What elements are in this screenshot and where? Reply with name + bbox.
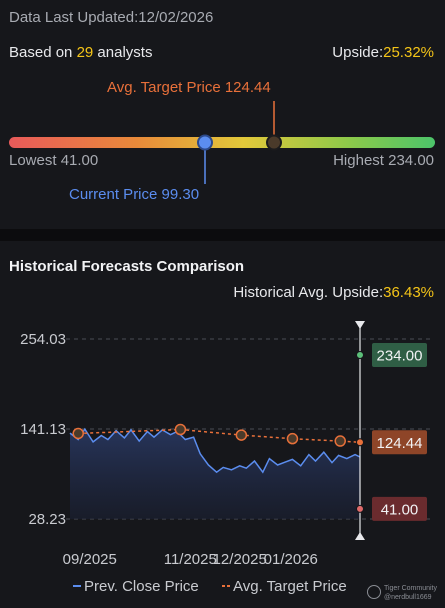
- avg-target-marker: [266, 134, 282, 151]
- highest-label: Highest 234.00: [333, 152, 434, 169]
- high-end-marker: [356, 350, 364, 359]
- tiger-logo-icon: [366, 585, 381, 599]
- section-divider: [0, 229, 445, 241]
- low-end-marker: [356, 504, 364, 513]
- historical-upside-value: 36.43%: [383, 284, 434, 301]
- last-updated-value: 12/02/2026: [138, 9, 214, 26]
- x-tick-label: 01/2026: [264, 551, 318, 568]
- upside-label: Upside:: [332, 44, 384, 61]
- last-updated-label: Data Last Updated:: [9, 9, 139, 26]
- low-end-label: 41.00: [381, 501, 419, 518]
- historical-title: Historical Forecasts Comparison: [9, 258, 245, 275]
- high-end-label: 234.00: [377, 347, 423, 364]
- price-area: [70, 429, 360, 519]
- based-on-prefix: Based on: [9, 44, 73, 61]
- historical-upside-line: Historical Avg. Upside:36.43%: [233, 284, 434, 301]
- avg-target-label: Avg. Target Price 124.44: [107, 79, 271, 96]
- gradient-track: [9, 137, 435, 148]
- avg-end-marker: [356, 438, 364, 447]
- avg-end-label: 124.44: [377, 435, 423, 452]
- y-tick-label: 254.03: [20, 331, 66, 348]
- y-tick-label: 141.13: [20, 421, 66, 438]
- analyst-count-line: Based on 29 analysts: [9, 44, 152, 61]
- avg-end-badge: [372, 430, 427, 455]
- watermark: Tiger Community @nerdbull1669: [366, 584, 437, 602]
- high-end-badge: [372, 342, 427, 367]
- upside-line: Upside:25.32%: [332, 44, 434, 61]
- price-range-bar: [9, 101, 435, 184]
- legend-price-label: Prev. Close Price: [84, 578, 199, 595]
- legend-target-label: Avg. Target Price: [233, 578, 347, 595]
- low-end-badge: [372, 496, 427, 521]
- cursor-bottom-arrow: [355, 532, 365, 540]
- analysts-suffix: analysts: [97, 44, 153, 61]
- y-tick-label: 28.23: [28, 511, 66, 528]
- x-tick-label: 12/2025: [213, 551, 267, 568]
- current-price-label: Current Price 99.30: [69, 186, 200, 203]
- target-point: [286, 432, 299, 445]
- historical-upside-label: Historical Avg. Upside:: [233, 284, 384, 301]
- watermark-line2: @nerdbull1669: [383, 594, 432, 601]
- target-point: [235, 429, 248, 441]
- analyst-count: 29: [76, 44, 94, 61]
- historical-forecast-chart: 254.03 141.13 28.23 234.00 124.44 41.00 09/202…: [20, 321, 430, 595]
- current-price-marker: [197, 134, 213, 151]
- x-tick-label: 11/2025: [164, 551, 217, 568]
- lowest-label: Lowest 41.00: [9, 152, 99, 169]
- x-tick-label: 09/2025: [63, 551, 117, 568]
- price-series-line: [69, 427, 361, 474]
- cursor-top-arrow: [355, 321, 365, 329]
- upside-value: 25.32%: [383, 44, 434, 61]
- last-updated: Data Last Updated:12/02/2026: [9, 9, 213, 26]
- target-point: [334, 435, 346, 447]
- watermark-line1: Tiger Community: [383, 585, 437, 592]
- target-point: [72, 427, 84, 440]
- target-point: [174, 423, 187, 436]
